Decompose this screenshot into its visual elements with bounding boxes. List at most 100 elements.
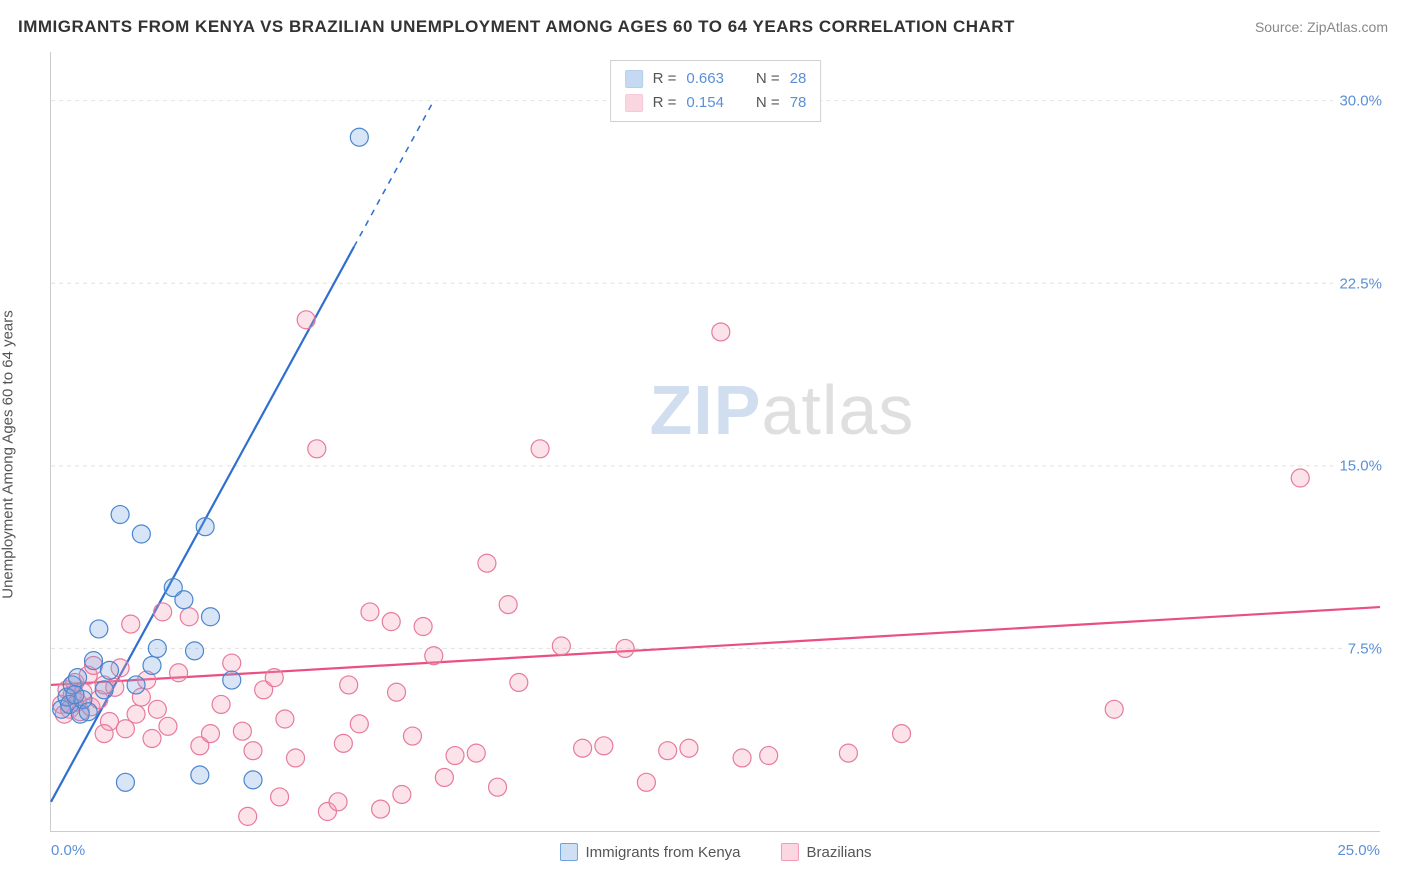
series-legend-item: Immigrants from Kenya <box>559 843 740 861</box>
data-point <box>154 603 172 621</box>
correlation-legend-row: R =0.663N =28 <box>625 67 807 91</box>
y-tick-label: 30.0% <box>1333 92 1382 109</box>
data-point <box>680 739 698 757</box>
chart-source: Source: ZipAtlas.com <box>1255 19 1388 35</box>
data-point <box>489 778 507 796</box>
data-point <box>180 608 198 626</box>
data-point <box>143 730 161 748</box>
data-point <box>239 807 257 825</box>
n-label: N = <box>756 67 780 91</box>
data-point <box>201 725 219 743</box>
data-point <box>148 700 166 718</box>
data-point <box>446 747 464 765</box>
series-legend: Immigrants from Kenya Brazilians <box>559 843 871 861</box>
data-point <box>839 744 857 762</box>
data-point <box>388 683 406 701</box>
data-point <box>191 766 209 784</box>
data-point <box>893 725 911 743</box>
trend-line-extrapolated <box>354 101 434 247</box>
data-point <box>499 596 517 614</box>
data-point <box>334 734 352 752</box>
data-point <box>170 664 188 682</box>
r-label: R = <box>653 91 677 115</box>
data-point <box>435 768 453 786</box>
data-point <box>201 608 219 626</box>
legend-swatch <box>559 843 577 861</box>
trend-line <box>51 607 1380 685</box>
data-point <box>100 661 118 679</box>
data-point <box>95 681 113 699</box>
data-point <box>712 323 730 341</box>
data-point <box>196 518 214 536</box>
legend-swatch <box>625 94 643 112</box>
correlation-legend-row: R = 0.154 N = 78 <box>625 91 807 115</box>
data-point <box>574 739 592 757</box>
y-axis-label: Unemployment Among Ages 60 to 64 years <box>0 310 17 599</box>
data-point <box>122 615 140 633</box>
data-point <box>297 311 315 329</box>
data-point <box>175 591 193 609</box>
data-point <box>143 656 161 674</box>
data-point <box>265 669 283 687</box>
data-point <box>340 676 358 694</box>
data-point <box>393 785 411 803</box>
data-point <box>90 620 108 638</box>
data-point <box>69 669 87 687</box>
data-point <box>372 800 390 818</box>
data-point <box>329 793 347 811</box>
data-point <box>552 637 570 655</box>
y-tick-label: 7.5% <box>1342 641 1382 658</box>
x-tick-max: 25.0% <box>1337 842 1380 859</box>
data-point <box>85 652 103 670</box>
r-value: 0.154 <box>686 91 724 115</box>
data-point <box>244 742 262 760</box>
data-point <box>276 710 294 728</box>
x-tick-min: 0.0% <box>51 842 85 859</box>
plot-area: ZIPatlas 7.5%15.0%22.5%30.0% 0.0% 25.0% … <box>50 52 1380 832</box>
y-tick-label: 22.5% <box>1333 275 1382 292</box>
legend-swatch <box>625 70 643 88</box>
n-value: 28 <box>790 67 807 91</box>
chart-header: IMMIGRANTS FROM KENYA VS BRAZILIAN UNEMP… <box>18 12 1388 42</box>
series-legend-item: Brazilians <box>781 843 872 861</box>
data-point <box>595 737 613 755</box>
series-legend-label: Brazilians <box>807 844 872 861</box>
data-point <box>531 440 549 458</box>
data-point <box>308 440 326 458</box>
data-point <box>467 744 485 762</box>
data-point <box>127 705 145 723</box>
data-point <box>382 613 400 631</box>
data-point <box>361 603 379 621</box>
data-point <box>637 773 655 791</box>
data-point <box>287 749 305 767</box>
chart-svg <box>51 52 1380 831</box>
data-point <box>616 639 634 657</box>
data-point <box>425 647 443 665</box>
n-value: 78 <box>790 91 807 115</box>
chart-title: IMMIGRANTS FROM KENYA VS BRAZILIAN UNEMP… <box>18 17 1015 37</box>
data-point <box>403 727 421 745</box>
r-value: 0.663 <box>686 67 724 91</box>
data-point <box>760 747 778 765</box>
data-point <box>1291 469 1309 487</box>
correlation-legend: R = 0.663 N = 28R = 0.154 N = 78 <box>610 60 822 122</box>
data-point <box>1105 700 1123 718</box>
data-point <box>478 554 496 572</box>
y-tick-label: 15.0% <box>1333 458 1382 475</box>
data-point <box>350 128 368 146</box>
data-point <box>95 725 113 743</box>
data-point <box>223 671 241 689</box>
legend-swatch <box>781 843 799 861</box>
data-point <box>116 773 134 791</box>
n-label: N = <box>756 91 780 115</box>
data-point <box>223 654 241 672</box>
data-point <box>244 771 262 789</box>
data-point <box>659 742 677 760</box>
data-point <box>127 676 145 694</box>
series-legend-label: Immigrants from Kenya <box>585 844 740 861</box>
data-point <box>510 674 528 692</box>
data-point <box>233 722 251 740</box>
data-point <box>132 525 150 543</box>
data-point <box>186 642 204 660</box>
data-point <box>66 686 84 704</box>
